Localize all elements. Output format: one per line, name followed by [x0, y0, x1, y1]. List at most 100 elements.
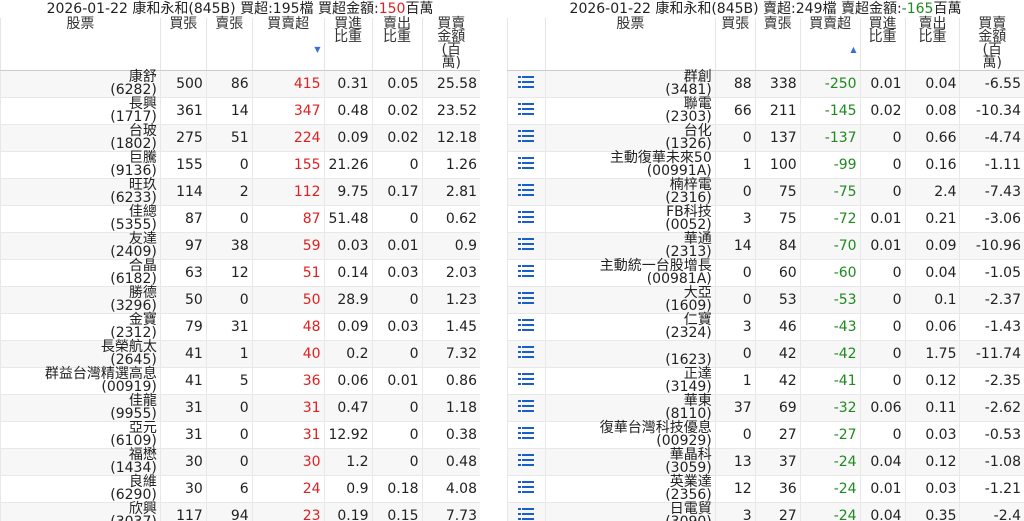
column-header: 買張: [159, 17, 207, 71]
table-row: 佳總 (5355) 87 0 87 51.48 0 0.62: [0, 205, 480, 233]
header-amount: -165: [901, 1, 934, 17]
sell-lots: 84: [754, 232, 801, 260]
list-icon[interactable]: [518, 481, 535, 493]
icon-cell[interactable]: [507, 259, 546, 287]
icon-cell[interactable]: [507, 205, 546, 233]
icon-cell[interactable]: [507, 232, 546, 260]
column-header: 賣出比重: [371, 17, 423, 71]
sell-ratio: 0.12: [904, 448, 960, 476]
list-icon[interactable]: [518, 157, 535, 169]
icon-cell[interactable]: [507, 448, 546, 476]
stock-name: 英業達: [669, 474, 712, 490]
stock-cell: 勝德 (3296): [0, 286, 161, 314]
table-row: 群益台灣精選高息 (00919) 41 5 36 0.06 0.01 0.86: [0, 367, 480, 395]
sell-ratio: 0.03: [371, 313, 423, 341]
icon-cell[interactable]: [507, 151, 546, 179]
sort-arrow[interactable]: ▼: [314, 45, 321, 54]
net-amount: -6.55: [959, 70, 1024, 98]
buy-lots: 13: [714, 448, 756, 476]
table-row: 聯電 (2303) 66 211 -145 0.02 0.08 -10.34: [507, 97, 1024, 125]
buy-lots: 63: [159, 259, 207, 287]
net-lots: -41: [799, 367, 861, 395]
icon-cell[interactable]: [507, 502, 546, 521]
net-lots: -70: [799, 232, 861, 260]
list-icon[interactable]: [518, 346, 535, 358]
stock-code: (8110): [665, 406, 712, 422]
buy-ratio: 51.48: [323, 205, 373, 233]
sell-lots: 27: [754, 421, 801, 449]
list-icon[interactable]: [518, 319, 535, 331]
list-icon[interactable]: [518, 508, 535, 520]
sell-ratio: 0.03: [904, 475, 960, 503]
stock-code: (3296): [110, 298, 157, 314]
list-icon[interactable]: [518, 184, 535, 196]
icon-cell[interactable]: [507, 286, 546, 314]
table-row: 華通 (2313) 14 84 -70 0.01 0.09 -10.96: [507, 232, 1024, 260]
stock-code: (2312): [110, 325, 157, 341]
net-amount: 1.45: [421, 313, 480, 341]
icon-cell[interactable]: [507, 394, 546, 422]
column-header-text: 買賣金額(百萬): [978, 16, 1007, 71]
buy-ratio: 0.01: [859, 475, 906, 503]
list-icon[interactable]: [518, 103, 535, 115]
list-icon[interactable]: [518, 265, 535, 277]
stock-cell: 群創 (3481): [544, 70, 716, 98]
icon-cell[interactable]: [507, 70, 546, 98]
icon-cell[interactable]: [507, 124, 546, 152]
buy-lots: 500: [159, 70, 207, 98]
stock-cell: 友達 (2409): [0, 232, 161, 260]
net-lots: 224: [251, 124, 325, 152]
icon-cell[interactable]: [507, 475, 546, 503]
sell-lots: 75: [754, 178, 801, 206]
net-amount: 0.48: [421, 448, 480, 476]
buy-ratio: 0: [859, 259, 906, 287]
stock-cell: 大亞 (1609): [544, 286, 716, 314]
icon-cell[interactable]: [507, 421, 546, 449]
buy-ratio: 0: [859, 286, 906, 314]
net-lots: -99: [799, 151, 861, 179]
list-icon[interactable]: [518, 130, 535, 142]
icon-cell[interactable]: [507, 340, 546, 368]
net-lots: 31: [251, 421, 325, 449]
sort-arrow[interactable]: ▲: [850, 45, 857, 54]
stock-code: (3149): [665, 379, 712, 395]
sell-ratio: 0.03: [371, 259, 423, 287]
list-icon[interactable]: [518, 238, 535, 250]
list-icon[interactable]: [518, 292, 535, 304]
sell-ratio: 0.16: [904, 151, 960, 179]
sell-ratio: 0.21: [904, 205, 960, 233]
sell-lots: 69: [754, 394, 801, 422]
stock-name: 華晶科: [669, 447, 712, 463]
buy-ratio: 0: [859, 178, 906, 206]
net-lots: -145: [799, 97, 861, 125]
stock-cell: 聯電 (2303): [544, 97, 716, 125]
stock-code: (2409): [110, 244, 157, 260]
table-row: 華東 (8110) 37 69 -32 0.06 0.11 -2.62: [507, 394, 1024, 422]
list-icon[interactable]: [518, 373, 535, 385]
sell-ratio: 0.01: [371, 232, 423, 260]
header-amount-label: 賣超金額:: [840, 1, 902, 17]
stock-cell: 正達 (3149): [544, 367, 716, 395]
buy-lots: 117: [159, 502, 207, 521]
stock-name: 長興: [128, 96, 157, 112]
sell-ratio: 0: [371, 205, 423, 233]
list-icon[interactable]: [518, 400, 535, 412]
list-icon[interactable]: [518, 76, 535, 88]
stock-cell: 良維 (6290): [0, 475, 161, 503]
stock-name: 仁寶: [683, 312, 712, 328]
icon-cell[interactable]: [507, 367, 546, 395]
list-icon[interactable]: [518, 427, 535, 439]
table-row: FB科技 (0052) 3 75 -72 0.01 0.21 -3.06: [507, 205, 1024, 233]
sell-lots: 36: [754, 475, 801, 503]
icon-cell[interactable]: [507, 313, 546, 341]
list-icon[interactable]: [518, 211, 535, 223]
list-icon[interactable]: [518, 454, 535, 466]
icon-cell[interactable]: [507, 97, 546, 125]
net-lots: -32: [799, 394, 861, 422]
icon-cell[interactable]: [507, 178, 546, 206]
net-amount: 2.03: [421, 259, 480, 287]
stock-code: (1623): [665, 352, 712, 368]
sell-lots: 38: [205, 232, 253, 260]
